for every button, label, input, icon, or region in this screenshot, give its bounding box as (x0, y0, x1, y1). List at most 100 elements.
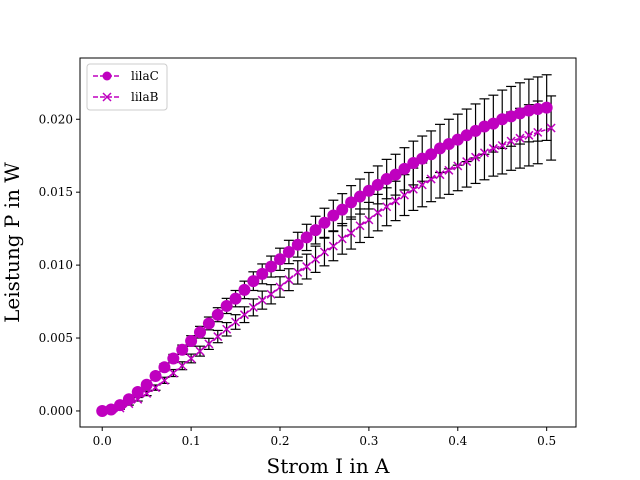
x-axis-title: Strom I in A (267, 454, 391, 478)
x-tick-label: 0.2 (270, 434, 289, 448)
data-point-lilab (319, 247, 329, 257)
data-point-lilab (239, 310, 249, 320)
data-point-lilab (399, 190, 409, 200)
data-point-lilac (158, 361, 171, 374)
data-point-lilac (451, 133, 464, 146)
y-tick-label: 0.000 (39, 404, 73, 418)
data-point-lilac (220, 299, 233, 312)
x-tick-label: 0.5 (537, 434, 556, 448)
data-point-lilab (408, 184, 418, 194)
data-point-lilac (309, 224, 322, 237)
data-point-lilab (115, 403, 125, 413)
legend: lilaC lilaB (86, 63, 168, 111)
data-point-lilab (133, 394, 143, 404)
data-point-lilac (487, 117, 500, 130)
data-point-lilac (131, 385, 144, 398)
data-point-lilac (238, 283, 251, 296)
data-point-lilac (176, 343, 189, 356)
data-point-lilab (248, 302, 258, 312)
data-point-lilab (293, 267, 303, 277)
data-point-lilab (471, 152, 481, 162)
data-point-lilac (265, 260, 278, 273)
data-point-lilab (346, 228, 356, 238)
series-layer (96, 101, 556, 417)
data-point-lilab (417, 180, 427, 190)
data-point-lilac (398, 162, 411, 175)
plot-frame (79, 57, 577, 428)
data-point-lilac (274, 253, 286, 266)
data-point-lilab (204, 339, 214, 349)
data-point-lilab (97, 406, 107, 416)
data-point-lilac (291, 238, 304, 251)
data-point-lilab (213, 332, 223, 342)
data-point-lilab (124, 399, 134, 409)
data-point-lilab (524, 130, 534, 140)
x-axis: 0.0 0.1 0.2 0.3 0.4 0.5 (93, 427, 556, 448)
data-point-lilac (185, 334, 198, 347)
data-point-lilac (327, 209, 340, 222)
data-point-lilac (149, 369, 162, 382)
data-point-lilab (444, 165, 454, 175)
data-point-lilab (453, 161, 463, 171)
data-point-lilab (275, 282, 285, 292)
data-point-lilac (469, 124, 482, 137)
data-point-lilab (497, 140, 507, 151)
data-point-lilab (159, 375, 169, 385)
legend-marker-lilac (102, 71, 112, 81)
data-point-lilab (266, 289, 276, 299)
data-point-lilab (302, 262, 312, 272)
data-point-lilac (522, 104, 535, 117)
data-point-lilac (354, 190, 366, 203)
data-point-lilac (247, 275, 260, 288)
data-point-lilab (479, 148, 489, 158)
data-point-lilab (177, 361, 187, 371)
y-tick-label: 0.020 (39, 112, 73, 126)
data-point-lilab (391, 196, 401, 206)
data-point-lilac (167, 352, 180, 365)
data-point-lilac (407, 157, 420, 170)
data-point-lilac (371, 178, 384, 191)
data-point-lilac (531, 103, 544, 116)
data-point-lilac (282, 245, 295, 258)
data-point-lilab (142, 388, 152, 398)
x-tick-label: 0.4 (448, 434, 467, 448)
data-point-lilac (345, 196, 358, 209)
data-point-lilab (462, 157, 472, 167)
data-point-lilab (195, 346, 205, 356)
data-point-lilab (337, 234, 347, 244)
data-point-lilac (416, 152, 429, 165)
data-point-lilab (488, 143, 498, 153)
data-point-lilab (284, 275, 294, 285)
legend-label-lilac: lilaC (131, 69, 159, 83)
data-point-lilac (389, 168, 402, 181)
data-point-lilab (506, 136, 516, 146)
y-axis: 0.000 0.005 0.010 0.015 0.020 (39, 112, 80, 418)
legend-marker-lilab (102, 92, 112, 102)
data-point-lilac (140, 378, 153, 391)
data-point-lilab (328, 241, 338, 251)
y-tick-label: 0.005 (39, 331, 73, 345)
data-point-lilab (231, 317, 241, 327)
data-point-lilab (546, 123, 556, 133)
data-point-lilac (540, 101, 553, 114)
data-point-lilab (222, 324, 232, 334)
y-tick-label: 0.015 (39, 185, 73, 199)
x-tick-label: 0.3 (359, 434, 378, 448)
data-point-lilac (434, 142, 446, 155)
data-point-lilab (106, 404, 116, 415)
data-point-lilab (426, 174, 436, 184)
data-point-lilab (186, 353, 196, 363)
data-point-lilab (382, 202, 392, 212)
data-point-lilab (435, 170, 445, 180)
y-axis-title: Leistung P in W (0, 162, 24, 323)
data-point-lilab (364, 215, 374, 225)
data-point-lilab (515, 133, 525, 143)
data-point-lilab (533, 127, 543, 137)
data-point-lilac (425, 148, 438, 161)
x-tick-label: 0.0 (93, 434, 112, 448)
data-point-lilab (355, 221, 365, 231)
data-point-lilab (168, 368, 178, 378)
y-tick-label: 0.010 (39, 258, 73, 272)
data-point-lilac (380, 173, 393, 186)
